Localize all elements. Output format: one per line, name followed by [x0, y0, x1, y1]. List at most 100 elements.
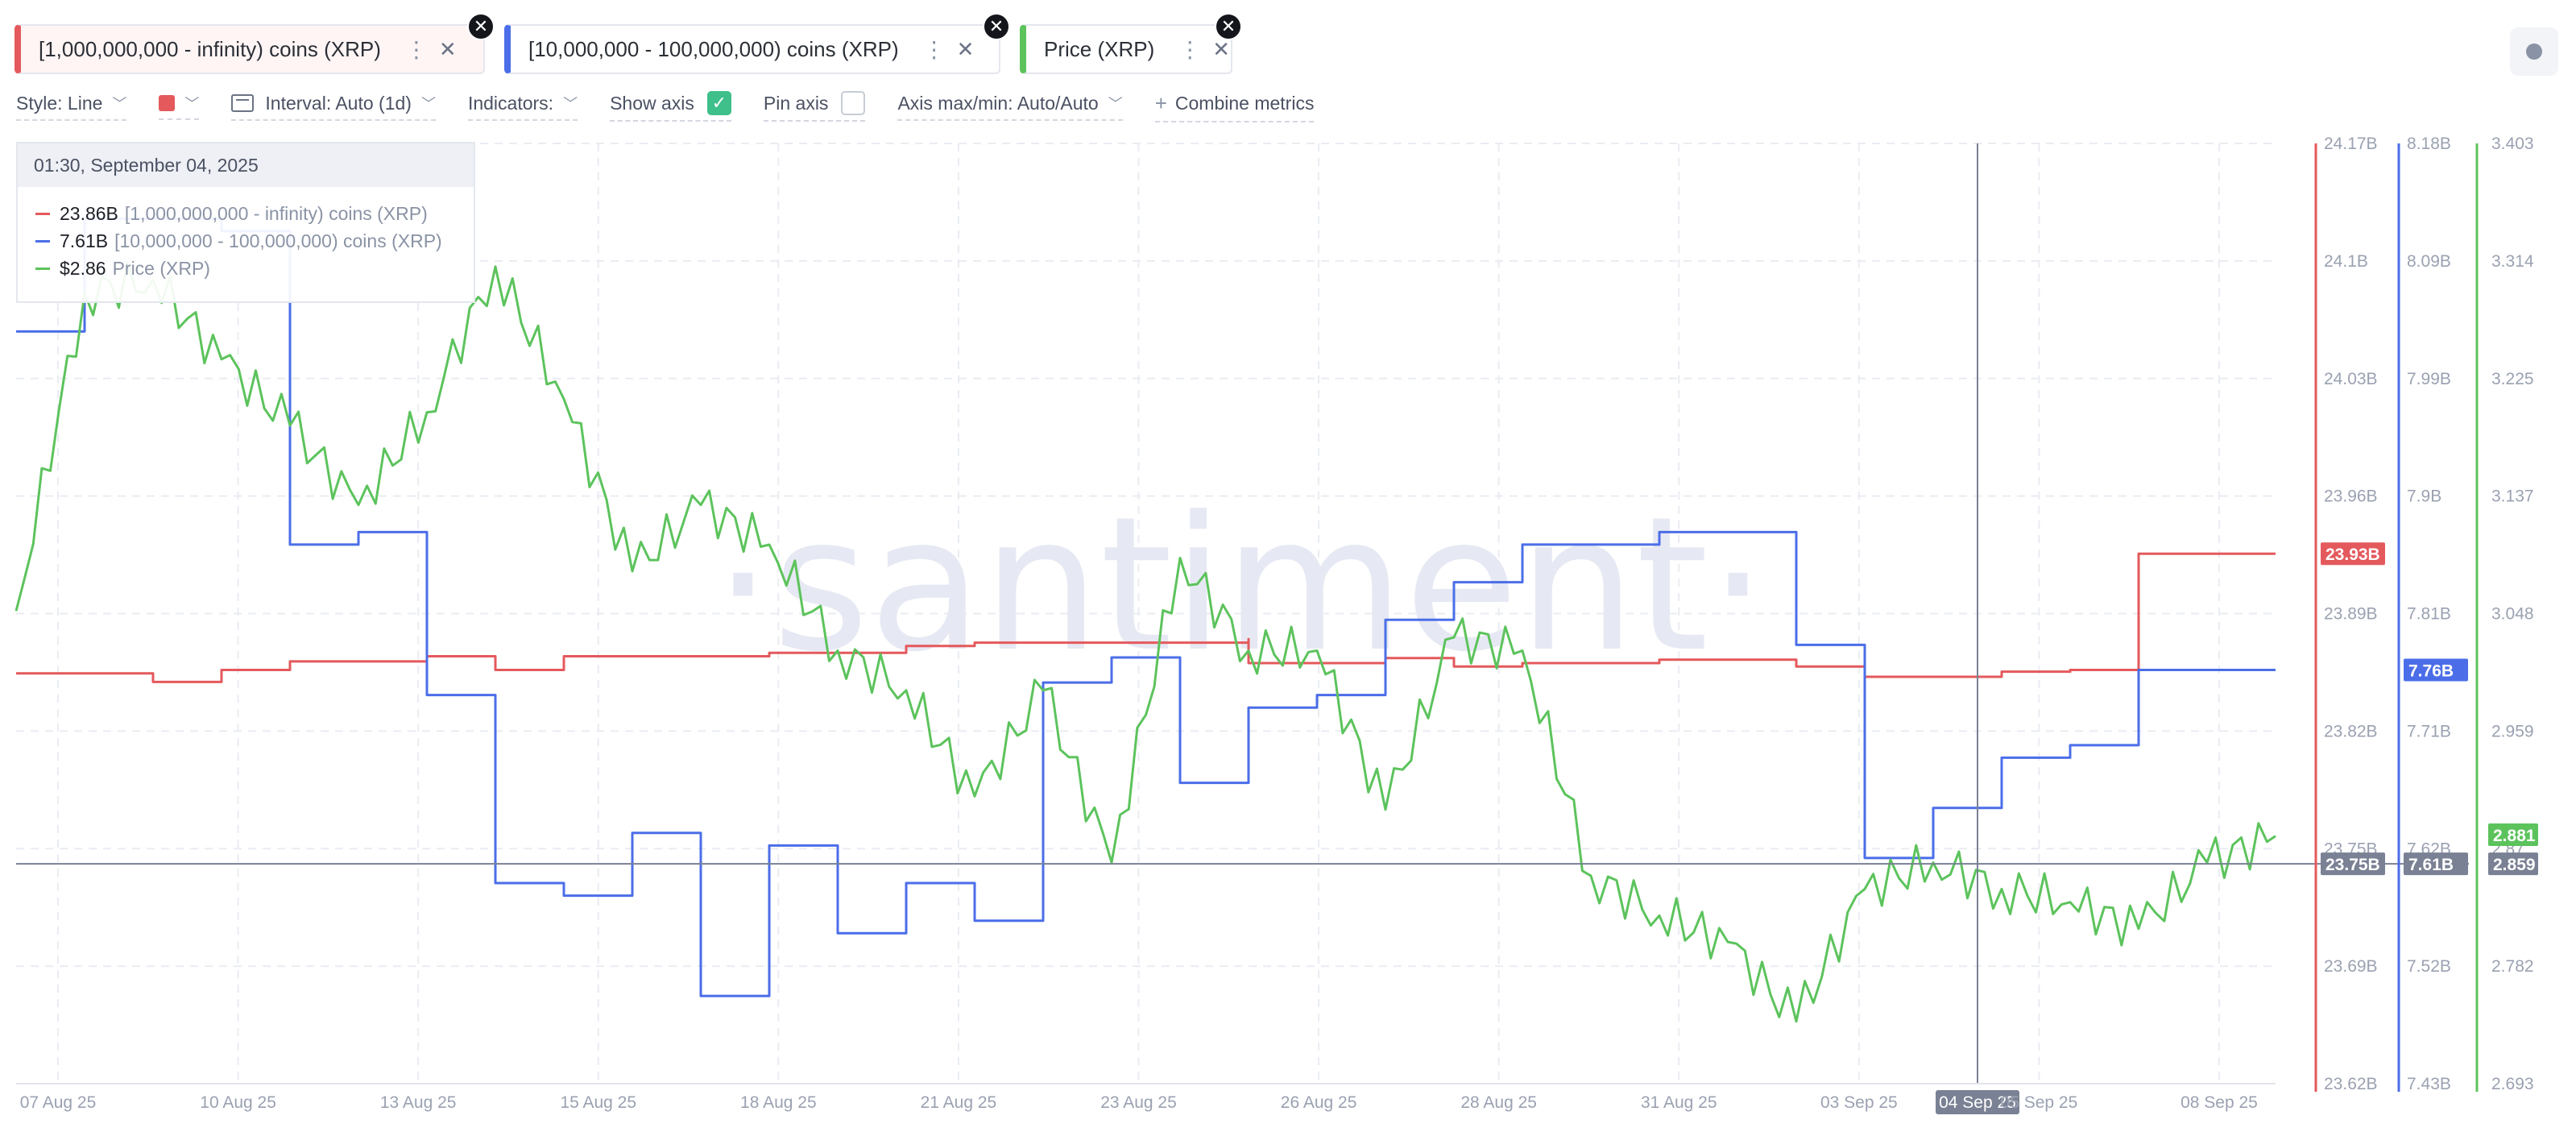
tooltip-value: 7.61B — [60, 230, 109, 251]
series-line-price — [14, 261, 2276, 1023]
pin-axis-toggle[interactable]: Pin axis — [763, 91, 866, 122]
crosshair-value-badge — [2488, 852, 2538, 876]
tooltip-name: Price (XRP) — [112, 257, 210, 279]
style-dropdown[interactable]: Style: Line ﹀ — [16, 93, 127, 121]
tooltip-row-mid: 7.61B [10,000,000 - 100,000,000) coins (… — [18, 227, 474, 255]
x-axis: 07 Aug 25 10 Aug 25 13 Aug 25 15 Aug 25 18 A… — [16, 1083, 2276, 1112]
crosshair-value-label: 23.75B — [2325, 856, 2380, 874]
y-tick-label: 24.17B — [2324, 135, 2378, 153]
chevron-down-icon: ﹀ — [184, 96, 200, 112]
chevron-down-icon: ﹀ — [1108, 96, 1123, 112]
metric-tab-mid-holders[interactable]: [10,000,000 - 100,000,000) coins (XRP) ⋮… — [504, 13, 1010, 74]
y-tick-label: 3.137 — [2491, 487, 2534, 506]
y-tick-label: 3.225 — [2491, 370, 2534, 388]
more-vertical-icon[interactable]: ⋮ — [922, 36, 946, 62]
y-tick-label: 2.959 — [2491, 722, 2534, 740]
combine-metrics-button[interactable]: + Combine metrics — [1154, 90, 1315, 122]
show-axis-label: Show axis — [610, 92, 694, 114]
pin-axis-label: Pin axis — [763, 92, 829, 114]
remove-metric-icon[interactable]: ✕ — [467, 13, 495, 40]
more-vertical-icon[interactable]: ⋮ — [404, 36, 428, 62]
metric-tab-label: [10,000,000 - 100,000,000) coins (XRP) — [528, 36, 899, 61]
current-value-label: 2.881 — [2493, 827, 2536, 845]
metric-tab-price[interactable]: Price (XRP) ⋮ ✕ ✕ — [1020, 13, 1242, 74]
indicators-label: Indicators: — [467, 92, 554, 114]
y-tick-label: 2.782 — [2491, 957, 2534, 976]
crosshair-value-label: 2.859 — [2493, 856, 2536, 874]
calendar-icon — [231, 94, 255, 112]
metric-tab-label: [1,000,000,000 - infinity) coins (XRP) — [39, 36, 381, 61]
x-tick-label: 31 Aug 25 — [1641, 1093, 1717, 1112]
chevron-down-icon: ﹀ — [563, 96, 578, 112]
x-tick-label: 23 Aug 25 — [1100, 1093, 1177, 1112]
chart-grid — [16, 143, 2276, 1084]
metric-tab-whale[interactable]: [1,000,000,000 - infinity) coins (XRP) ⋮… — [14, 13, 495, 74]
indicators-dropdown[interactable]: Indicators: ﹀ — [467, 92, 578, 121]
plus-icon: + — [1154, 90, 1167, 115]
y-tick-label: 7.71B — [2407, 722, 2451, 740]
y-tick-label: 3.314 — [2491, 252, 2534, 271]
y-tick-label: 8.09B — [2407, 252, 2451, 271]
remove-metric-icon[interactable]: ✕ — [1215, 13, 1242, 40]
y-tick-label: 23.89B — [2324, 605, 2378, 624]
series-layer — [14, 217, 2276, 1023]
close-icon[interactable]: ✕ — [956, 36, 975, 61]
options-button[interactable] — [2510, 27, 2558, 76]
current-value-badge — [2404, 658, 2468, 682]
more-vertical-icon[interactable]: ⋮ — [1178, 36, 1202, 62]
crosshair-value-label: 7.61B — [2408, 856, 2454, 874]
close-icon[interactable]: ✕ — [438, 36, 457, 61]
series-line-whale — [16, 552, 2276, 683]
show-axis-toggle[interactable]: Show axis ✓ — [610, 91, 731, 122]
crosshair-value-badge — [2321, 852, 2385, 876]
crosshair-value-badge — [2404, 852, 2468, 876]
y-tick-label: 7.99B — [2407, 370, 2451, 388]
tooltip-date: 01:30, September 04, 2025 — [18, 143, 474, 187]
legend-dash — [35, 267, 50, 270]
x-tick-label: 07 Aug 25 — [20, 1093, 97, 1112]
santiment-watermark: ·santiment· — [714, 478, 1767, 693]
color-dropdown[interactable]: ﹀ — [159, 93, 200, 120]
x-tick-label: 26 Aug 25 — [1281, 1093, 1357, 1112]
y-tick-label: 7.52B — [2407, 957, 2451, 976]
metric-tab-label: Price (XRP) — [1044, 36, 1155, 61]
axis-maxmin-dropdown[interactable]: Axis max/min: Auto/Auto ﹀ — [897, 92, 1123, 121]
remove-metric-icon[interactable]: ✕ — [983, 13, 1010, 40]
metric-tabs: [1,000,000,000 - infinity) coins (XRP) ⋮… — [14, 13, 1242, 74]
x-tick-label: 05 Sep 25 — [2001, 1093, 2078, 1112]
x-tick-label: 21 Aug 25 — [921, 1093, 997, 1112]
x-tick-label: 03 Sep 25 — [1820, 1093, 1898, 1112]
tooltip-value: 23.86B — [60, 202, 118, 224]
color-swatch — [159, 95, 176, 111]
current-value-label: 7.76B — [2408, 662, 2454, 681]
current-value-badge — [2321, 542, 2385, 566]
crosshair: 04 Sep 25 — [16, 143, 2469, 1114]
chart-toolbar: Style: Line ﹀ ﹀ Interval: Auto (1d) ﹀ In… — [16, 90, 1346, 122]
pin-axis-checkbox[interactable] — [841, 91, 866, 115]
dot-icon — [2526, 44, 2542, 60]
interval-label: Interval: Auto (1d) — [265, 92, 412, 114]
y-tick-label: 7.81B — [2407, 605, 2451, 624]
chevron-down-icon: ﹀ — [112, 96, 127, 112]
crosshair-date-label: 04 Sep 25 — [1939, 1093, 2016, 1112]
x-tick-label: 10 Aug 25 — [200, 1093, 276, 1112]
current-value-label: 23.93B — [2325, 545, 2380, 564]
x-tick-label: 15 Aug 25 — [560, 1093, 636, 1112]
x-tick-label: 18 Aug 25 — [740, 1093, 817, 1112]
tooltip-row-price: $2.86 Price (XRP) — [18, 255, 474, 282]
y-tick-label: 23.62B — [2324, 1075, 2378, 1093]
combine-label: Combine metrics — [1174, 92, 1315, 114]
y-axes: 24.17B 24.1B 24.03B 23.96B 23.89B 23.82B 23.75… — [2314, 135, 2538, 1093]
series-line-mid — [16, 217, 2276, 997]
tooltip-name: [1,000,000,000 - infinity) coins (XRP) — [124, 202, 428, 224]
y-tick-label: 23.82B — [2324, 722, 2378, 740]
axis-maxmin-label: Axis max/min: Auto/Auto — [897, 92, 1099, 114]
checkmark-icon[interactable]: ✓ — [706, 91, 731, 115]
interval-dropdown[interactable]: Interval: Auto (1d) ﹀ — [231, 93, 436, 121]
x-tick-label: 28 Aug 25 — [1460, 1093, 1537, 1112]
y-tick-label: 8.18B — [2407, 135, 2451, 153]
close-icon[interactable]: ✕ — [1212, 36, 1231, 61]
y-tick-label: 3.403 — [2491, 135, 2534, 153]
current-value-badge — [2488, 823, 2538, 846]
tooltip-value: $2.86 — [60, 257, 106, 279]
